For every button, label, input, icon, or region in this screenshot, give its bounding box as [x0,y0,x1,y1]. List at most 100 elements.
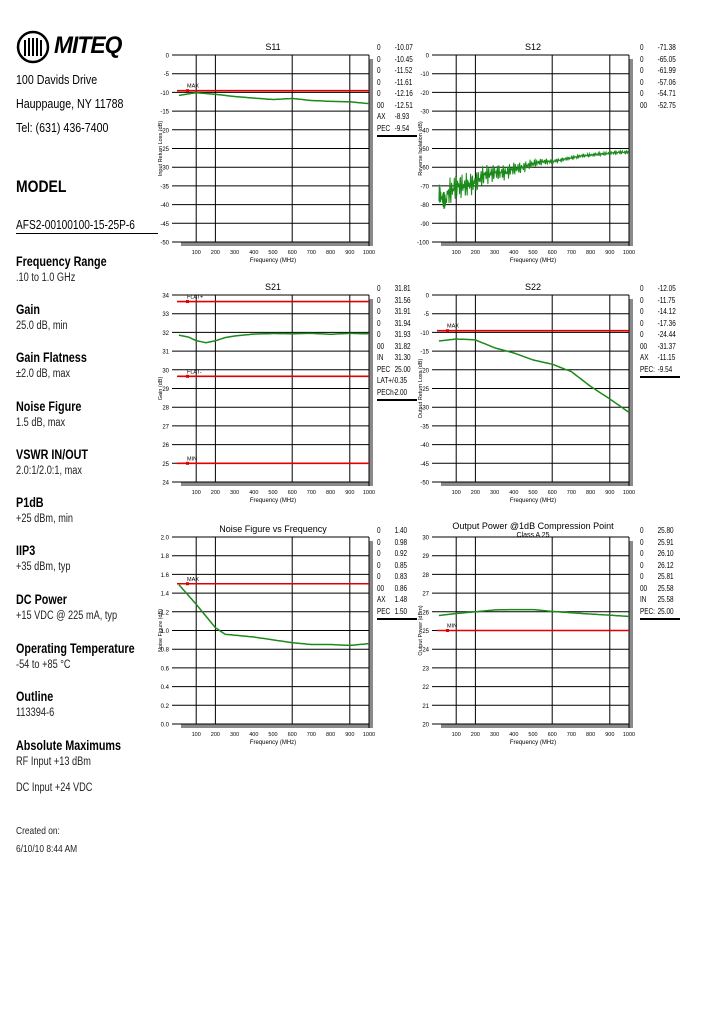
y-axis-label: Noise Figure (dB) [158,609,164,652]
x-tick-label: 500 [528,250,537,256]
y-tick-label: 33 [162,312,169,318]
y-tick-label: 0 [166,54,170,60]
y-tick-label: 0.8 [161,648,170,654]
legend-key: AX [640,353,649,362]
legend-row: PEC 25.00 [377,364,414,376]
legend-key: 0 [377,54,381,64]
legend-key: 0 [640,560,644,570]
legend-row: 0 -14.12 [640,306,677,318]
legend-row: 0 -65.05 [640,54,677,66]
x-tick-label: 1000 [623,732,635,738]
y-tick-label: 1.8 [161,554,170,560]
y-tick-label: 34 [162,294,169,300]
legend-value: -61.99 [657,66,676,75]
y-tick-label: -50 [420,147,429,153]
x-tick-label: 1000 [623,490,635,496]
legend-row: 0 25.91 [640,537,677,549]
legend-value: 25.00 [394,364,411,374]
legend-key: 00 [640,341,648,351]
data-series [178,332,370,344]
legend-row: PEC: -9.54 [640,364,677,376]
x-tick-label: 700 [307,250,316,256]
legend-key: 0 [640,284,644,293]
x-tick-label: 600 [548,490,557,496]
logo-text: MITEQ [54,32,122,59]
miteq-logo: MITEQ [16,30,122,64]
legend-key: 00 [377,341,385,351]
legend-row: 0 -12.16 [377,88,414,100]
chart-title: S11 [265,42,280,52]
legend-key: 0 [377,284,381,293]
legend-row: 0 31.91 [377,306,414,318]
legend-key: PEC [377,364,391,374]
legend-value: -8.93 [394,112,410,121]
legend-value: -65.05 [657,54,676,64]
y-tick-label: -20 [420,91,429,97]
spec-noise-figure: Noise Figure 1.5 dB, max [16,399,82,429]
y-tick-label: 26 [162,443,169,449]
legend-key: 0 [377,560,381,570]
legend-value: 31.30 [394,353,411,362]
x-tick-label: 600 [288,732,297,738]
legend-value: 26.12 [657,560,674,570]
x-tick-label: 400 [509,250,518,256]
legend-key: 0 [377,89,381,98]
legend-key: 0 [377,330,381,339]
legend-key: IN [640,595,647,604]
data-series [178,91,370,105]
x-tick-label: 300 [490,250,499,256]
y-tick-label: -60 [420,166,429,172]
legend-row: PEC -9.54 [377,123,414,135]
legend-key: AX [377,595,386,604]
limit-label: FLAT+ [187,295,203,301]
x-axis-label: Frequency (MHz) [510,740,556,746]
data-series [178,584,370,647]
legend-row: AX -8.93 [377,111,414,123]
legend-value: -11.52 [394,66,413,75]
legend-value: 25.81 [657,572,674,581]
y-tick-label: 27 [422,592,429,598]
legend-key: 0 [377,43,381,52]
legend-s21: 0 31.81 0 31.56 0 31.91 0 31.94 0 31.93 00 31.82 IN 3… [377,283,423,401]
chart-s12: S12 0 -10 -20 -30 -40 -50 -60 -70 -80 -90 -100 100 20… [415,40,635,275]
x-tick-label: 800 [586,250,595,256]
legend-key: 00 [377,100,385,110]
limit-label: MAX [187,577,199,583]
legend-value: 0.85 [394,560,408,570]
x-tick-label: 800 [326,250,335,256]
legend-value: -17.36 [657,318,676,328]
x-tick-label: 600 [548,250,557,256]
legend-value: -10.07 [394,43,413,52]
legend-key: 0 [377,549,381,558]
legend-key: 0 [640,295,644,305]
y-tick-label: 0.2 [161,704,170,710]
x-tick-label: 500 [268,490,277,496]
x-axis-label: Frequency (MHz) [250,258,296,264]
y-tick-label: 23 [422,666,429,672]
legend-value: 25.91 [657,537,674,547]
x-tick-label: 400 [249,732,258,738]
spec-dc-power: DC Power +15 VDC @ 225 mA, typ [16,592,118,622]
chart-plot: Noise Figure vs Frequency 2.0 1.8 1.6 1.4 1.2… [158,524,375,746]
legend-divider [377,618,417,620]
x-axis-label: Frequency (MHz) [250,740,296,746]
x-tick-label: 300 [230,732,239,738]
legend-divider [640,618,680,620]
chart-title: S22 [525,282,541,292]
y-tick-label: 21 [422,704,429,710]
y-tick-label: 29 [162,387,169,393]
legend-value: 31.94 [394,318,411,328]
chart-plot: S21 34 33 32 31 30 29 28 27 26 25 24 100 200 300 400 500… [158,282,375,504]
y-tick-label: -30 [420,110,429,116]
legend-row: 0 31.81 [377,283,414,295]
legend-row: AX 1.48 [377,594,414,606]
x-tick-label: 900 [345,250,354,256]
y-tick-label: 24 [162,481,169,487]
spec-p1db: P1dB +25 dBm, min [16,495,74,525]
spec-vswr: VSWR IN/OUT 2.0:1/2.0:1, max [16,447,88,477]
legend-value: 25.58 [657,595,674,604]
legend-key: 0 [640,77,644,87]
x-tick-label: 200 [471,732,480,738]
legend-key: 0 [640,537,644,547]
y-tick-label: 28 [162,406,169,412]
